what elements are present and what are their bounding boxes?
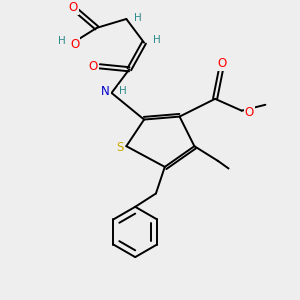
Text: H: H [119,85,127,96]
Text: O: O [70,38,79,51]
Text: H: H [134,13,142,22]
Text: O: O [68,1,78,13]
Text: H: H [153,35,160,45]
Text: N: N [101,85,110,98]
Text: H: H [58,36,66,46]
Text: S: S [116,141,124,154]
Text: O: O [245,106,254,119]
Text: O: O [217,57,226,70]
Text: O: O [88,60,98,73]
